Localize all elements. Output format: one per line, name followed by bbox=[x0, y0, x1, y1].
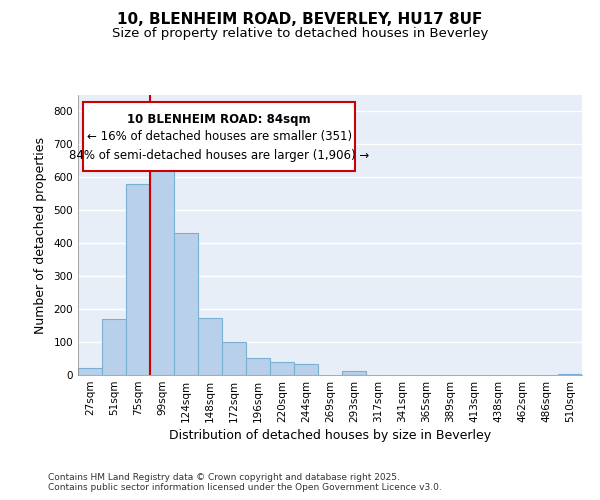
Text: 84% of semi-detached houses are larger (1,906) →: 84% of semi-detached houses are larger (… bbox=[69, 149, 369, 162]
Bar bbox=[78, 368, 102, 375]
Bar bbox=[246, 358, 270, 375]
Text: 10 BLENHEIM ROAD: 84sqm: 10 BLENHEIM ROAD: 84sqm bbox=[127, 112, 311, 126]
Bar bbox=[174, 234, 198, 375]
Bar bbox=[126, 184, 150, 375]
Text: ← 16% of detached houses are smaller (351): ← 16% of detached houses are smaller (35… bbox=[86, 130, 352, 143]
Text: Size of property relative to detached houses in Beverley: Size of property relative to detached ho… bbox=[112, 28, 488, 40]
Bar bbox=[294, 364, 318, 375]
Bar bbox=[102, 319, 126, 375]
Bar bbox=[198, 318, 222, 375]
Bar bbox=[150, 162, 174, 375]
X-axis label: Distribution of detached houses by size in Beverley: Distribution of detached houses by size … bbox=[169, 429, 491, 442]
Bar bbox=[270, 362, 294, 375]
Bar bbox=[558, 374, 582, 375]
Text: Contains HM Land Registry data © Crown copyright and database right 2025.
Contai: Contains HM Land Registry data © Crown c… bbox=[48, 472, 442, 492]
Bar bbox=[342, 371, 366, 375]
Y-axis label: Number of detached properties: Number of detached properties bbox=[34, 136, 47, 334]
Text: 10, BLENHEIM ROAD, BEVERLEY, HU17 8UF: 10, BLENHEIM ROAD, BEVERLEY, HU17 8UF bbox=[118, 12, 482, 28]
FancyBboxPatch shape bbox=[83, 102, 355, 170]
Bar bbox=[222, 342, 246, 375]
